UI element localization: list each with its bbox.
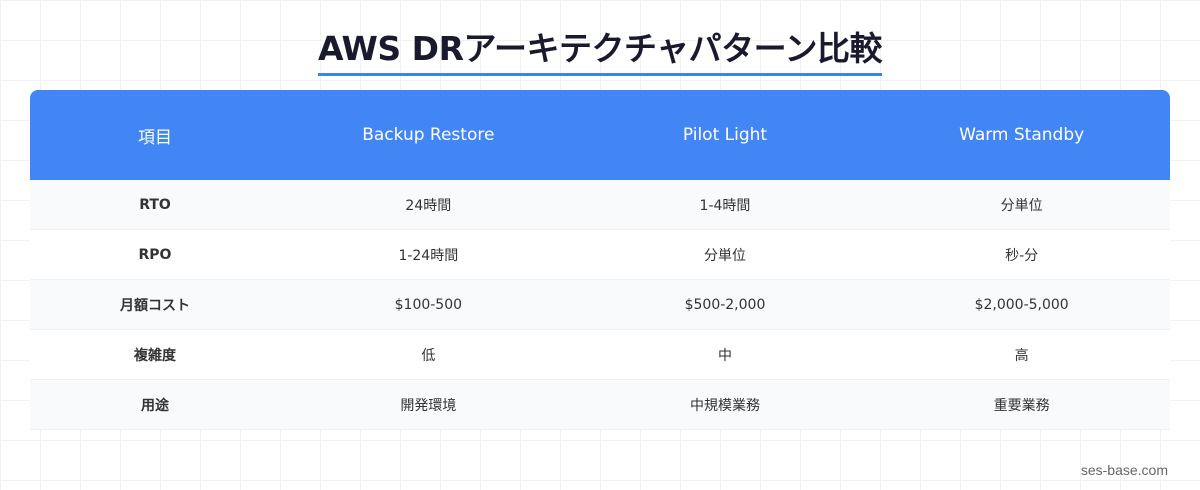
header-cell: Backup Restore xyxy=(362,125,495,145)
table-cell: 24時間 xyxy=(405,197,452,214)
table-cell: 1-24時間 xyxy=(398,247,459,264)
table-cell: 分単位 xyxy=(1000,197,1043,214)
row-label: RTO xyxy=(139,196,171,213)
table-cell: 高 xyxy=(1014,347,1029,364)
row-label: 複雑度 xyxy=(134,347,176,364)
page-title: AWS DRアーキテクチャパターン比較 xyxy=(0,22,1200,76)
table-cell: 1-4時間 xyxy=(699,197,751,214)
table-row: 用途 開発環境 中規模業務 重要業務 xyxy=(30,380,1170,430)
table-cell: 中 xyxy=(717,347,732,364)
table-cell: 秒-分 xyxy=(1005,247,1039,264)
table-cell: $500-2,000 xyxy=(684,296,766,313)
table-row: RPO 1-24時間 分単位 秒-分 xyxy=(30,230,1170,280)
row-label: RPO xyxy=(138,246,172,263)
table-cell: $2,000-5,000 xyxy=(974,296,1069,313)
table-row: 複雑度 低 中 高 xyxy=(30,330,1170,380)
table-cell: 開発環境 xyxy=(400,397,457,414)
table-row: 月額コスト $100-500 $500-2,000 $2,000-5,000 xyxy=(30,280,1170,330)
row-label: 用途 xyxy=(141,397,169,414)
header-cell: Warm Standby xyxy=(959,125,1085,145)
table-row: RTO 24時間 1-4時間 分単位 xyxy=(30,180,1170,230)
table-header: 項目 Backup Restore Pilot Light Warm Stand… xyxy=(30,90,1170,180)
table-cell: 重要業務 xyxy=(993,397,1050,414)
title-text: AWS DRアーキテクチャパターン比較 xyxy=(317,22,883,76)
header-cell: Pilot Light xyxy=(682,125,768,145)
footer-credit: ses-base.com xyxy=(1080,462,1168,478)
comparison-table: 項目 Backup Restore Pilot Light Warm Stand… xyxy=(30,90,1170,430)
table-cell: 分単位 xyxy=(703,247,746,264)
header-cell: 項目 xyxy=(138,127,172,148)
table-cell: 中規模業務 xyxy=(689,397,760,414)
row-label: 月額コスト xyxy=(120,297,190,314)
table-cell: 低 xyxy=(421,347,436,364)
table-cell: $100-500 xyxy=(394,296,463,313)
